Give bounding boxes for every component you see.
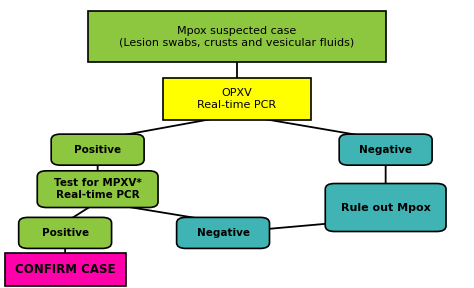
Text: OPXV
Real-time PCR: OPXV Real-time PCR [198, 88, 276, 110]
Text: Mpox suspected case
(Lesion swabs, crusts and vesicular fluids): Mpox suspected case (Lesion swabs, crust… [119, 26, 355, 48]
Text: Negative: Negative [359, 145, 412, 155]
Text: Negative: Negative [197, 228, 250, 238]
FancyBboxPatch shape [18, 217, 111, 249]
Text: CONFIRM CASE: CONFIRM CASE [15, 263, 115, 276]
FancyBboxPatch shape [88, 11, 386, 62]
FancyBboxPatch shape [51, 134, 144, 165]
Text: Positive: Positive [42, 228, 89, 238]
FancyBboxPatch shape [5, 253, 126, 286]
Text: Test for MPXV*
Real-time PCR: Test for MPXV* Real-time PCR [54, 178, 142, 200]
Text: Positive: Positive [74, 145, 121, 155]
FancyBboxPatch shape [163, 78, 311, 120]
Text: Rule out Mpox: Rule out Mpox [341, 202, 430, 213]
FancyBboxPatch shape [325, 183, 446, 232]
FancyBboxPatch shape [177, 217, 270, 249]
FancyBboxPatch shape [339, 134, 432, 165]
FancyBboxPatch shape [37, 171, 158, 207]
